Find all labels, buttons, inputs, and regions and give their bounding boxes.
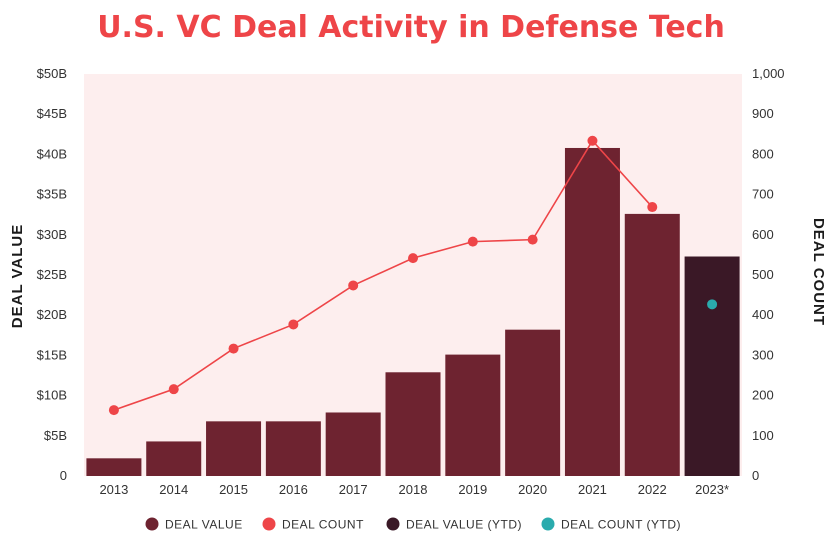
deal-count-point-2019 xyxy=(467,236,478,247)
deal-count-point-2017 xyxy=(348,280,359,291)
left-tick-label: $30B xyxy=(37,227,67,242)
x-tick-label: 2019 xyxy=(458,482,487,497)
left-tick-label: $25B xyxy=(37,267,67,282)
bar-2023-ytd xyxy=(684,256,740,476)
right-tick-label: 900 xyxy=(752,106,774,121)
right-tick-label: 0 xyxy=(752,468,759,483)
left-tick-label: $15B xyxy=(37,347,67,362)
right-tick-label: 600 xyxy=(752,227,774,242)
bar-2015 xyxy=(206,421,262,476)
legend-label: DEAL COUNT xyxy=(282,518,364,532)
right-tick-label: 500 xyxy=(752,267,774,282)
bar-2022 xyxy=(624,213,680,476)
deal-count-point-2015 xyxy=(228,343,239,354)
right-tick-label: 300 xyxy=(752,347,774,362)
x-tick-label: 2013 xyxy=(99,482,128,497)
deal-count-point-2014 xyxy=(168,384,179,395)
left-tick-label: $40B xyxy=(37,146,67,161)
right-tick-label: 800 xyxy=(752,146,774,161)
deal-count-point-2013 xyxy=(108,405,119,416)
left-tick-label: $10B xyxy=(37,388,67,403)
deal-count-line xyxy=(113,139,653,411)
left-tick-label: $5B xyxy=(44,428,67,443)
bar-2013 xyxy=(86,458,142,476)
legend: DEAL VALUE DEAL COUNT DEAL VALUE (YTD) DEAL… xyxy=(145,517,681,532)
x-tick-label: 2014 xyxy=(159,482,188,497)
right-tick-label: 700 xyxy=(752,187,774,202)
legend-marker xyxy=(262,517,276,531)
deal-count-point-2020 xyxy=(527,234,538,245)
right-tick-label: 100 xyxy=(752,428,774,443)
deal-count-point-2021 xyxy=(587,135,598,146)
deal-count-point-2016 xyxy=(288,319,299,330)
left-tick-label: $45B xyxy=(37,106,67,121)
x-tick-label: 2016 xyxy=(279,482,308,497)
legend-label: DEAL VALUE xyxy=(165,518,243,532)
left-tick-label: $35B xyxy=(37,187,67,202)
x-tick-label: 2017 xyxy=(339,482,368,497)
bar-2014 xyxy=(146,441,202,476)
right-tick-label: 200 xyxy=(752,388,774,403)
left-tick-label: 0 xyxy=(60,468,67,483)
legend-marker xyxy=(145,517,159,531)
legend-marker xyxy=(386,517,400,531)
bar-2020 xyxy=(505,329,561,476)
bar-2019 xyxy=(445,354,501,476)
x-tick-label: 2018 xyxy=(399,482,428,497)
right-tick-label: 1,000 xyxy=(752,66,785,81)
x-tick-label: 2021 xyxy=(578,482,607,497)
left-tick-label: $20B xyxy=(37,307,67,322)
deal-count-ytd-point-2023 xyxy=(707,299,718,310)
right-tick-label: 400 xyxy=(752,307,774,322)
legend-marker xyxy=(541,517,555,531)
deal-count-point-2018 xyxy=(408,253,418,264)
bar-2017 xyxy=(325,412,381,476)
bar-2016 xyxy=(265,421,321,476)
x-tick-label: 2015 xyxy=(219,482,248,497)
chart-title: U.S. VC Deal Activity in Defense Tech xyxy=(97,10,725,45)
left-axis-title: DEAL VALUE xyxy=(9,224,26,328)
bar-2021 xyxy=(564,147,620,476)
x-tick-label: 2020 xyxy=(518,482,547,497)
deal-count-point-2022 xyxy=(647,202,658,213)
x-tick-label: 2023* xyxy=(695,482,729,497)
bar-2018 xyxy=(385,372,441,476)
legend-label: DEAL VALUE (YTD) xyxy=(406,518,522,532)
legend-label: DEAL COUNT (YTD) xyxy=(561,518,681,532)
right-axis-title: DEAL COUNT xyxy=(810,218,827,326)
x-tick-label: 2022 xyxy=(638,482,667,497)
left-tick-label: $50B xyxy=(37,66,67,81)
